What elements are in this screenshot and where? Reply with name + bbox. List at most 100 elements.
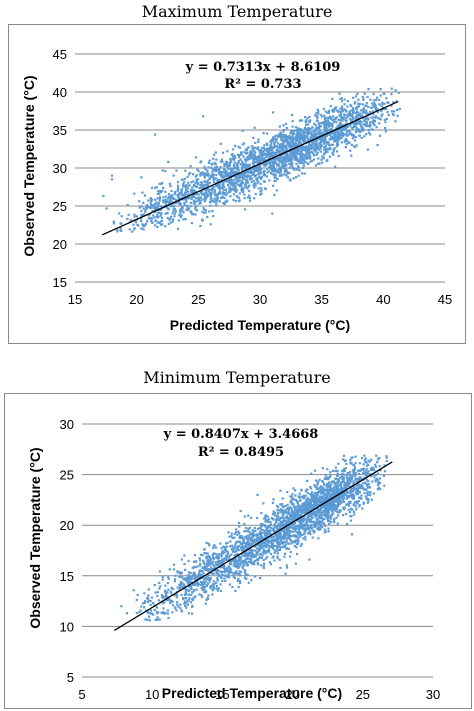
data-point [168, 202, 171, 205]
data-point [236, 195, 239, 198]
data-point [297, 139, 300, 142]
data-point [357, 114, 360, 117]
data-point [265, 149, 268, 152]
data-point [200, 186, 203, 189]
data-point [270, 138, 274, 141]
data-point [271, 111, 275, 114]
data-point [191, 190, 194, 193]
data-point [321, 136, 324, 139]
data-point [325, 126, 328, 129]
data-point [357, 102, 360, 105]
data-point [203, 165, 206, 168]
data-point [377, 99, 380, 102]
data-point [252, 146, 256, 149]
data-point [129, 219, 132, 222]
data-point [297, 165, 300, 168]
data-point [335, 109, 338, 112]
data-point [325, 131, 328, 134]
data-point [227, 178, 230, 181]
chart-title-max: Maximum Temperature [141, 2, 333, 21]
data-point [264, 188, 267, 191]
data-point [291, 135, 294, 138]
data-point [216, 197, 219, 200]
data-point [174, 193, 177, 196]
data-point [335, 121, 338, 124]
data-point [185, 197, 188, 201]
data-point [199, 172, 202, 175]
data-point [354, 107, 358, 110]
data-point [176, 180, 180, 184]
data-point [239, 158, 242, 161]
data-point [154, 224, 157, 227]
data-point [316, 147, 319, 150]
data-point-outlier [271, 212, 274, 215]
data-point [349, 117, 352, 120]
data-point [309, 127, 312, 130]
data-point [351, 137, 354, 140]
data-point [378, 122, 381, 125]
data-point [276, 177, 279, 181]
data-point [226, 180, 229, 183]
data-point [339, 97, 342, 100]
data-point [318, 125, 321, 128]
data-point [212, 157, 215, 160]
data-point [307, 153, 310, 156]
data-point [370, 116, 373, 119]
data-point [390, 93, 393, 96]
data-point [252, 173, 255, 177]
data-point [247, 171, 250, 174]
data-point [354, 100, 357, 104]
data-point [295, 156, 299, 159]
data-point [255, 157, 258, 161]
data-point [282, 144, 286, 147]
data-point [351, 107, 355, 110]
data-point [119, 227, 122, 230]
data-point [302, 162, 305, 165]
data-point [291, 132, 294, 135]
data-point [246, 152, 249, 155]
data-point [331, 130, 334, 133]
data-point [221, 170, 224, 174]
data-point [141, 223, 144, 226]
data-point [260, 192, 263, 195]
data-point [243, 177, 246, 180]
data-point [316, 138, 319, 141]
data-point [237, 169, 240, 172]
data-point [365, 102, 368, 105]
data-point [314, 142, 317, 146]
data-point [355, 115, 358, 118]
data-point [207, 166, 210, 169]
data-point [335, 127, 338, 130]
data-point [253, 126, 256, 129]
data-point [376, 144, 379, 147]
data-point [211, 187, 214, 190]
data-point [203, 183, 207, 186]
data-point [348, 131, 351, 134]
data-point [253, 186, 256, 189]
data-point [282, 130, 285, 133]
data-point [252, 167, 255, 171]
data-point [273, 193, 276, 196]
data-point [147, 199, 150, 202]
data-point [162, 201, 165, 204]
data-point [206, 181, 209, 184]
data-point [246, 164, 249, 167]
data-point [147, 206, 150, 209]
data-point [356, 92, 359, 95]
data-point [369, 98, 372, 101]
data-point [296, 130, 299, 133]
data-point [288, 162, 291, 165]
data-point [171, 197, 174, 200]
data-point [266, 171, 269, 174]
data-point [346, 134, 349, 137]
data-point [224, 160, 228, 163]
data-point [300, 129, 303, 132]
data-point [241, 182, 244, 185]
data-point [268, 166, 271, 169]
data-point [290, 156, 294, 159]
data-point [281, 164, 284, 168]
data-point [279, 173, 282, 176]
data-point [365, 123, 368, 126]
data-point [164, 198, 167, 201]
data-point [165, 206, 168, 209]
